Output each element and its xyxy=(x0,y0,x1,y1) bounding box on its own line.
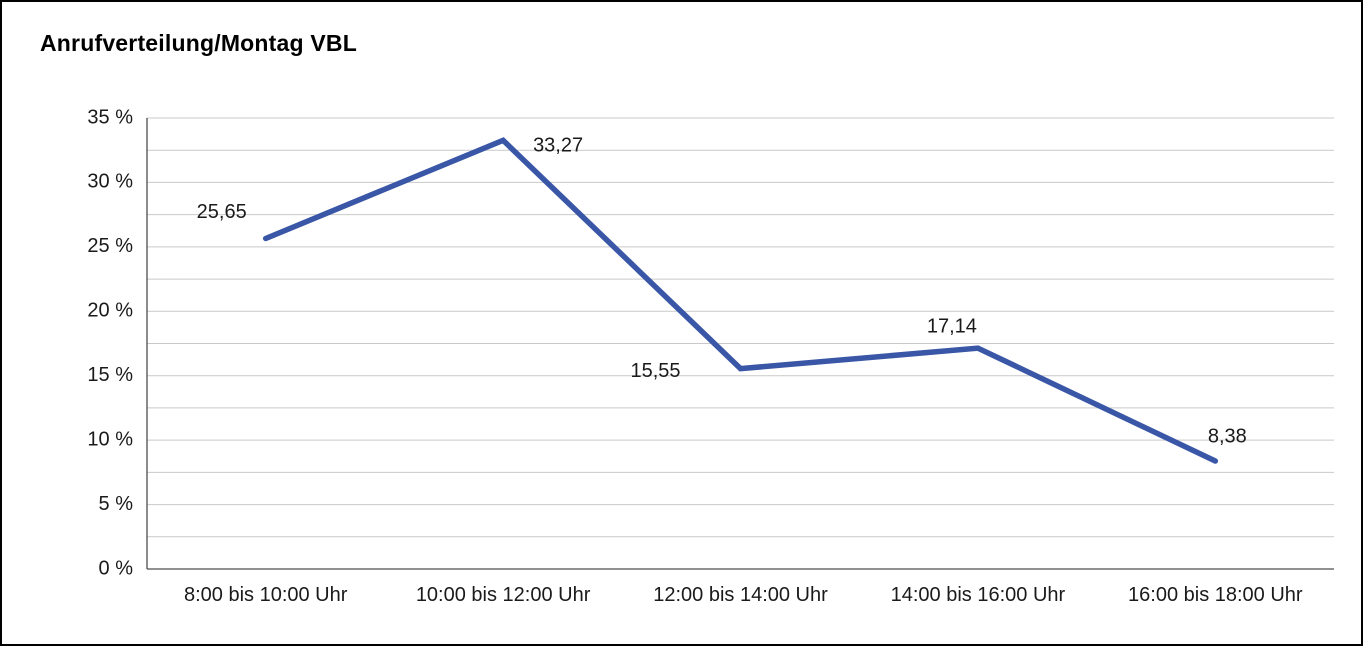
data-line xyxy=(262,137,1219,464)
data-label: 25,65 xyxy=(197,201,247,223)
y-axis-label: 5 % xyxy=(99,493,134,515)
x-axis-label: 8:00 bis 10:00 Uhr xyxy=(184,584,348,606)
data-label: 15,55 xyxy=(630,360,680,382)
y-axis-label: 35 % xyxy=(87,106,133,128)
x-axis-label: 12:00 bis 14:00 Uhr xyxy=(653,584,828,606)
x-axis-label: 10:00 bis 12:00 Uhr xyxy=(416,584,591,606)
y-axis-label: 15 % xyxy=(87,364,133,386)
data-label: 33,27 xyxy=(533,135,583,157)
y-axis-label: 30 % xyxy=(87,171,133,193)
y-axis-label: 10 % xyxy=(87,428,133,450)
x-axis-label: 16:00 bis 18:00 Uhr xyxy=(1128,584,1303,606)
y-axis-label: 0 % xyxy=(99,557,134,579)
y-axis-label: 25 % xyxy=(87,235,133,257)
data-label: 8,38 xyxy=(1208,425,1247,447)
y-axis-label: 20 % xyxy=(87,300,133,322)
x-axis-label: 14:00 bis 16:00 Uhr xyxy=(891,584,1066,606)
chart-title: Anrufverteilung/Montag VBL xyxy=(40,30,357,56)
data-label: 17,14 xyxy=(927,315,977,337)
